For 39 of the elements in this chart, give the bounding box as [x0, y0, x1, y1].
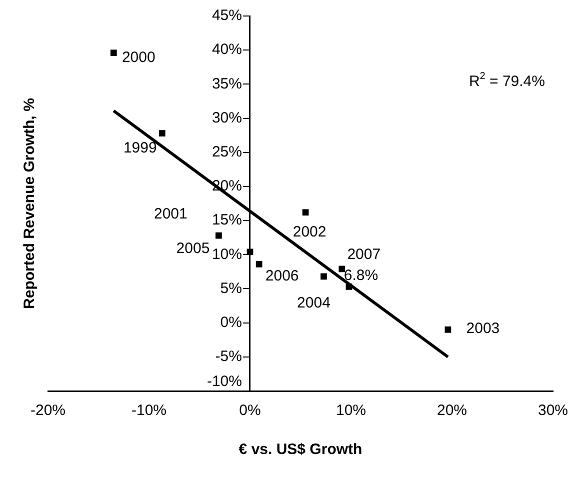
point: [338, 266, 346, 272]
point: [216, 232, 222, 239]
annotation: 2001: [154, 206, 188, 223]
y-tick-label: -10%: [206, 373, 242, 390]
y-axis-title: Reported Revenue Growth, %: [21, 98, 38, 309]
y-tick-label: 5%: [220, 280, 242, 297]
y-tick-label: -5%: [215, 348, 242, 366]
y-tick-label: 15%: [212, 212, 242, 229]
x-tick-label: 10%: [336, 402, 366, 420]
y-tick-label: 40%: [212, 41, 242, 58]
annotation: 2006: [265, 267, 299, 284]
annotation: 2002: [292, 224, 326, 241]
y-tick-label: 25%: [212, 144, 242, 161]
y-tick-label: 35%: [212, 75, 242, 92]
point: [158, 130, 166, 136]
x-tick-label: 30%: [538, 402, 568, 420]
x-tick-label: -20%: [30, 402, 66, 420]
annotation: 2004: [297, 294, 330, 312]
x-axis-title: € vs. US$ Growth: [238, 441, 362, 458]
annotation: 1999: [123, 139, 157, 156]
point: [110, 50, 117, 56]
annotation: 2000: [122, 48, 156, 66]
point: [346, 284, 352, 290]
x-tick-label: -10%: [131, 402, 167, 420]
annotation: 6.8%: [344, 266, 378, 284]
y-tick-label: 10%: [212, 246, 242, 263]
point: [256, 261, 262, 268]
y-tick-label: 30%: [212, 109, 242, 126]
point: [302, 209, 309, 216]
point: [246, 248, 254, 256]
x-tick-label: 20%: [436, 402, 468, 420]
annotation: 2003: [466, 320, 500, 337]
point: [444, 326, 452, 333]
point: [320, 273, 327, 280]
y-tick-label: 45%: [212, 7, 242, 24]
y-tick-label: 0%: [220, 314, 242, 331]
x-tick-label: 0%: [239, 402, 261, 420]
annotation: 2005: [176, 240, 210, 258]
annotation: 2007: [347, 246, 381, 264]
